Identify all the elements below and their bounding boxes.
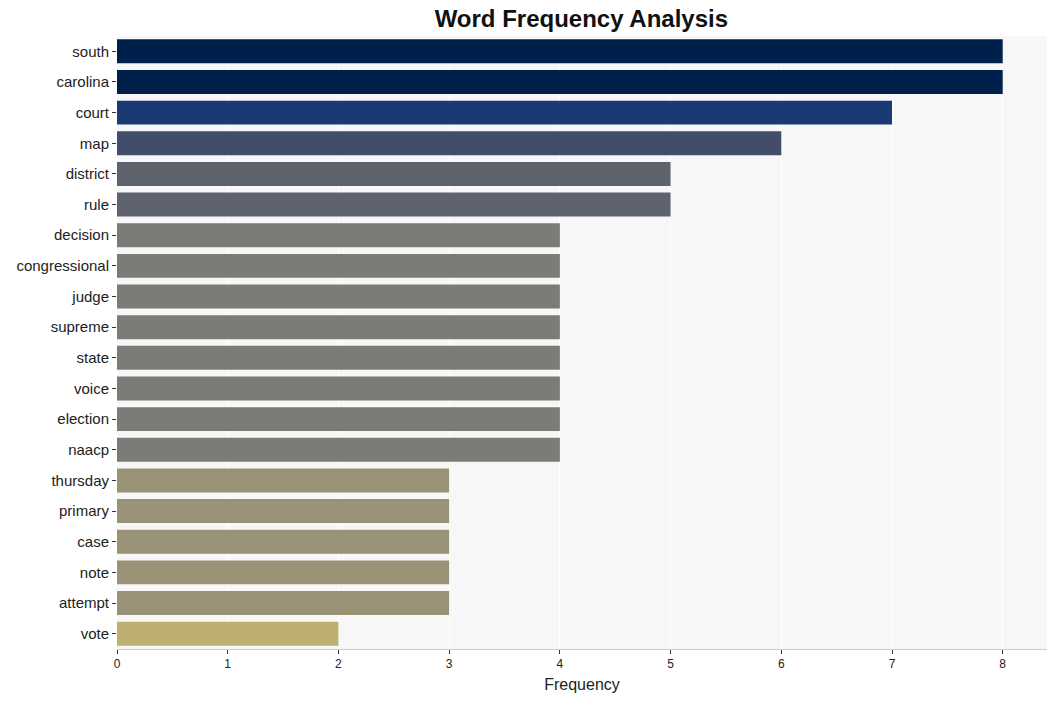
svg-text:5: 5 bbox=[667, 657, 674, 671]
svg-text:map: map bbox=[80, 135, 109, 152]
svg-text:election: election bbox=[57, 410, 109, 427]
svg-text:thursday: thursday bbox=[51, 472, 109, 489]
svg-text:judge: judge bbox=[71, 288, 109, 305]
svg-text:3: 3 bbox=[446, 657, 453, 671]
svg-text:state: state bbox=[76, 349, 109, 366]
svg-text:congressional: congressional bbox=[16, 257, 109, 274]
svg-text:district: district bbox=[66, 165, 110, 182]
svg-text:1: 1 bbox=[224, 657, 231, 671]
svg-text:vote: vote bbox=[81, 625, 109, 642]
svg-text:supreme: supreme bbox=[51, 318, 109, 335]
svg-text:south: south bbox=[72, 43, 109, 60]
svg-text:case: case bbox=[77, 533, 109, 550]
svg-text:2: 2 bbox=[335, 657, 342, 671]
svg-text:attempt: attempt bbox=[59, 594, 110, 611]
svg-text:naacp: naacp bbox=[68, 441, 109, 458]
svg-text:voice: voice bbox=[74, 380, 109, 397]
svg-text:decision: decision bbox=[54, 226, 109, 243]
svg-text:note: note bbox=[80, 564, 109, 581]
svg-text:4: 4 bbox=[557, 657, 564, 671]
svg-text:0: 0 bbox=[114, 657, 121, 671]
svg-text:court: court bbox=[76, 104, 110, 121]
svg-text:rule: rule bbox=[84, 196, 109, 213]
svg-text:primary: primary bbox=[59, 502, 110, 519]
svg-text:Word Frequency Analysis: Word Frequency Analysis bbox=[435, 5, 728, 32]
svg-text:8: 8 bbox=[999, 657, 1006, 671]
svg-text:6: 6 bbox=[778, 657, 785, 671]
svg-text:7: 7 bbox=[889, 657, 896, 671]
svg-text:Frequency: Frequency bbox=[544, 676, 620, 693]
svg-text:carolina: carolina bbox=[56, 73, 109, 90]
